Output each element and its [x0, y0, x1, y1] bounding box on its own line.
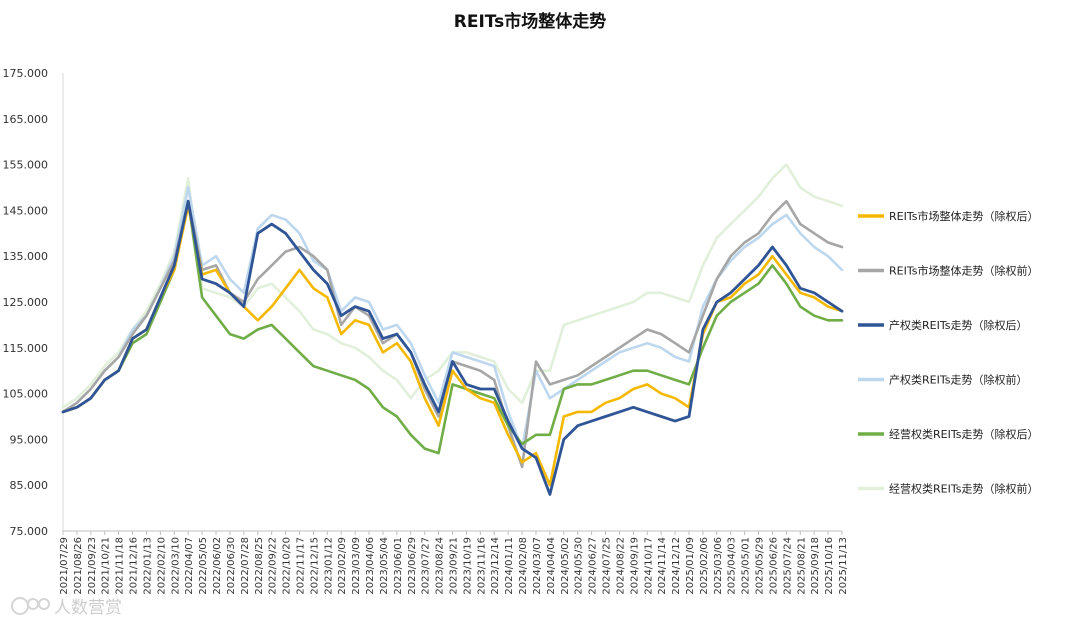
x-tick-label: 2023/06/01 — [393, 537, 404, 595]
legend-label: 经营权类REITs走势（除权后） — [889, 427, 1038, 441]
x-tick-label: 2022/04/07 — [184, 537, 195, 595]
x-tick-label: 2024/05/02 — [560, 537, 571, 595]
logo-mark-icon — [11, 597, 50, 615]
x-tick-label: 2022/06/02 — [212, 537, 223, 595]
legend-item-2: 产权类REITs走势（除权后） — [858, 318, 1027, 332]
x-tick-label: 2022/11/17 — [295, 537, 306, 595]
x-tick-label: 2022/02/10 — [156, 537, 167, 595]
legend-item-5: 经营权类REITs走势（除权前） — [858, 482, 1038, 496]
legend-label: REITs市场整体走势（除权前） — [889, 264, 1038, 278]
x-tick-label: 2025/11/13 — [838, 537, 849, 595]
y-tick-label: 75.000 — [10, 525, 49, 538]
y-tick-label: 145.000 — [3, 204, 49, 217]
series-line-2 — [61, 199, 844, 496]
x-tick-label: 2023/09/21 — [449, 537, 460, 595]
watermark: 人数营赏 — [11, 597, 122, 618]
y-tick-label: 95.000 — [10, 433, 49, 446]
x-tick-label: 2025/10/16 — [824, 537, 835, 595]
legend-label: 产权类REITs走势（除权前） — [889, 373, 1027, 387]
x-tick-label: 2022/03/10 — [170, 537, 181, 595]
x-tick-label: 2023/04/06 — [365, 537, 376, 595]
x-tick-label: 2025/07/24 — [782, 537, 793, 595]
x-tick-label: 2024/06/27 — [588, 537, 599, 595]
x-tick-label: 2022/12/15 — [309, 537, 320, 595]
y-tick-label: 165.000 — [3, 113, 49, 126]
y-tick-label: 105.000 — [3, 388, 49, 401]
x-tick-label: 2025/01/09 — [685, 537, 696, 595]
x-tick-label: 2025/03/06 — [713, 537, 724, 595]
x-tick-label: 2024/07/25 — [602, 537, 613, 595]
y-axis: 75.000 85.000 95.000 105.000 115.000 125.000 1… — [3, 67, 64, 538]
x-tick-label: 2023/07/27 — [421, 537, 432, 595]
legend-label: 产权类REITs走势（除权后） — [889, 318, 1027, 332]
x-tick-label: 2024/08/22 — [615, 537, 626, 595]
x-tick-label: 2024/11/14 — [657, 537, 668, 595]
series-line-3 — [61, 186, 844, 450]
x-tick-label: 2023/11/16 — [476, 537, 487, 595]
x-tick-label: 2025/08/21 — [796, 537, 807, 595]
y-tick-label: 85.000 — [10, 479, 49, 492]
x-tick-label: 2021/12/16 — [129, 537, 140, 595]
x-tick-label: 2024/02/08 — [518, 537, 529, 595]
watermark-text: 人数营赏 — [54, 598, 122, 618]
series-line-0 — [61, 204, 844, 487]
x-tick-label: 2024/12/12 — [671, 537, 682, 595]
x-tick-label: 2025/06/26 — [768, 537, 779, 595]
x-tick-label: 2025/05/29 — [755, 537, 766, 595]
x-tick-label: 2025/02/06 — [699, 537, 710, 595]
y-tick-label: 175.000 — [3, 67, 49, 80]
x-tick-label: 2025/09/18 — [810, 537, 821, 595]
x-tick-label: 2021/07/29 — [59, 537, 70, 595]
legend-item-4: 经营权类REITs走势（除权后） — [858, 427, 1038, 441]
x-tick-label: 2023/01/12 — [323, 537, 334, 595]
x-tick-label: 2023/08/24 — [435, 537, 446, 595]
x-tick-label: 2022/05/05 — [198, 537, 209, 595]
x-tick-label: 2024/09/19 — [629, 537, 640, 595]
x-tick-label: 2022/07/28 — [240, 537, 251, 595]
x-tick-label: 2022/06/30 — [226, 537, 237, 595]
x-tick-label: 2023/03/09 — [351, 537, 362, 595]
x-tick-label: 2023/05/04 — [379, 537, 390, 595]
x-tick-label: 2024/04/04 — [546, 537, 557, 595]
x-tick-label: 2023/10/19 — [462, 537, 473, 595]
x-tick-label: 2021/11/18 — [115, 537, 126, 595]
x-tick-label: 2022/08/25 — [254, 537, 265, 595]
chart-title: REITs市场整体走势 — [454, 11, 607, 32]
x-tick-label: 2021/09/23 — [87, 537, 98, 595]
x-axis: 2021/07/29 2021/08/26 2021/09/23 2021/10/21… — [59, 530, 849, 595]
legend-label: REITs市场整体走势（除权后） — [889, 209, 1038, 223]
x-tick-label: 2025/04/03 — [727, 537, 738, 595]
x-tick-label: 2021/10/21 — [101, 537, 112, 595]
x-tick-label: 2024/01/11 — [504, 537, 515, 595]
x-tick-label: 2024/03/07 — [532, 537, 543, 595]
legend-item-0: REITs市场整体走势（除权后） — [858, 209, 1038, 223]
x-tick-label: 2025/05/01 — [741, 537, 752, 595]
x-tick-label: 2024/10/17 — [643, 537, 654, 595]
y-tick-label: 135.000 — [3, 250, 49, 263]
y-tick-label: 125.000 — [3, 296, 49, 309]
legend-item-3: 产权类REITs走势（除权前） — [858, 373, 1027, 387]
x-tick-label: 2023/06/29 — [407, 537, 418, 595]
x-tick-label: 2023/02/09 — [337, 537, 348, 595]
x-tick-label: 2021/08/26 — [73, 537, 84, 595]
series-layer — [61, 163, 844, 496]
legend-item-1: REITs市场整体走势（除权前） — [858, 264, 1038, 278]
y-tick-label: 115.000 — [3, 342, 49, 355]
x-tick-label: 2022/10/20 — [282, 537, 293, 595]
legend-label: 经营权类REITs走势（除权前） — [889, 482, 1038, 496]
x-tick-label: 2024/05/30 — [574, 537, 585, 595]
x-tick-label: 2023/12/14 — [490, 537, 501, 595]
x-tick-label: 2022/01/13 — [142, 537, 153, 595]
x-tick-label: 2022/09/22 — [268, 537, 279, 595]
legend: REITs市场整体走势（除权后） REITs市场整体走势（除权前） 产权类REITs… — [858, 209, 1038, 496]
y-tick-label: 155.000 — [3, 159, 49, 172]
